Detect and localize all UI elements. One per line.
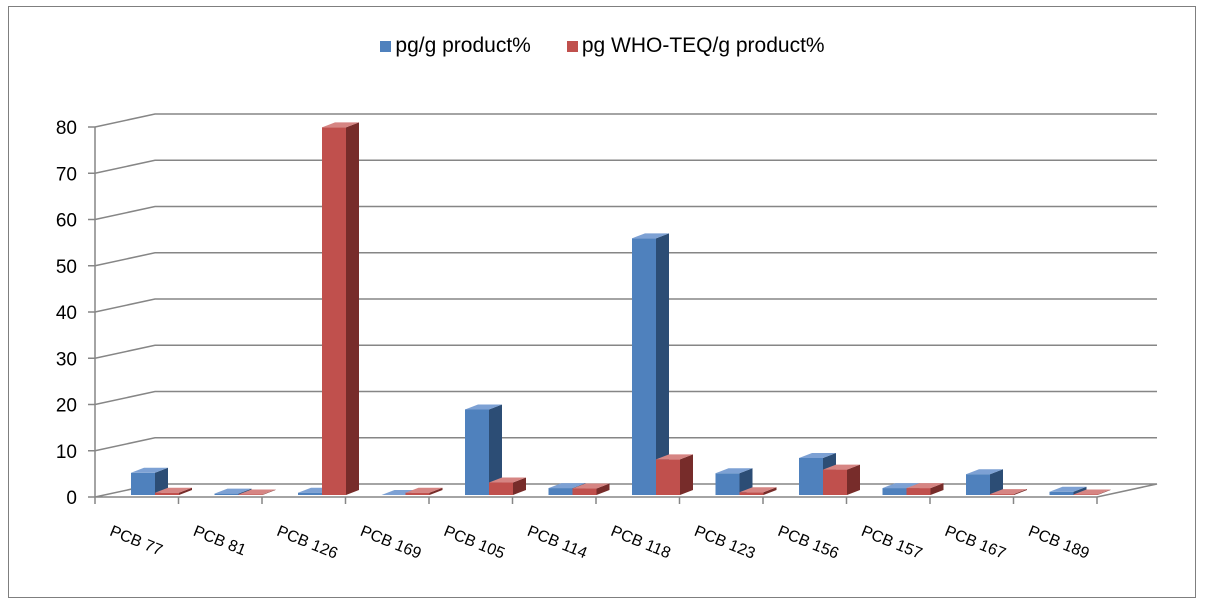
gridline (94, 205, 1157, 221)
gridline (94, 252, 1157, 267)
bar-series-1 (131, 472, 155, 495)
bar-series-1-top (799, 453, 836, 458)
bar-series-2-side (930, 483, 944, 495)
y-tick-label: 10 (56, 442, 77, 463)
bar-series-1-top (715, 468, 753, 474)
bar-series-1-top (131, 467, 168, 473)
bar-series-1 (966, 474, 990, 495)
bar-series-1 (1049, 491, 1074, 495)
x-tick-label: PCB 77 (107, 523, 165, 559)
legend-item-series-1: pg/g product% (380, 34, 531, 58)
bar-series-2-side (179, 487, 192, 495)
bar-series-1 (632, 238, 656, 495)
gridline (94, 437, 1157, 452)
bar-series-2-top (990, 489, 1027, 495)
bar-series-1-top (548, 483, 586, 489)
x-tick-label: PCB 156 (775, 523, 841, 563)
bar-series-1 (298, 492, 322, 495)
bar-series-1-side (739, 468, 753, 495)
bar-series-2-top (572, 483, 610, 489)
bar-series-1 (715, 473, 740, 495)
bar-series-1-top (1049, 486, 1087, 492)
bar-series-2-top (489, 477, 526, 483)
bar-series-1-top (465, 404, 502, 410)
bar-series-2-side (262, 489, 276, 495)
legend-item-series-2: pg WHO-TEQ/g product% (566, 34, 825, 58)
x-tick-label: PCB 126 (274, 523, 340, 563)
bar-series-1-top (882, 483, 920, 489)
y-tick-label: 60 (56, 211, 77, 232)
bar-series-1-top (632, 233, 669, 239)
bar-series-1 (214, 493, 239, 495)
bar-series-2-side (596, 483, 610, 495)
bar-series-2 (990, 494, 1014, 495)
bar-series-1-side (1073, 486, 1087, 495)
gridline (94, 298, 1157, 313)
bar-series-1 (882, 488, 907, 495)
bar-series-2-side (847, 464, 860, 495)
bar-series-2 (572, 488, 597, 495)
bar-series-2-top (1073, 489, 1111, 495)
gridline (94, 390, 1157, 406)
bar-series-2-side (763, 487, 777, 495)
x-tick-label: PCB 114 (525, 523, 590, 562)
x-tick-label: PCB 105 (441, 523, 507, 563)
bar-series-2 (823, 469, 847, 495)
bar-series-2-top (155, 487, 192, 493)
legend-label-series-2: pg WHO-TEQ/g product% (581, 34, 825, 57)
bar-series-1-side (155, 467, 168, 495)
bar-series-2-top (405, 487, 443, 493)
bar-series-1 (548, 488, 573, 495)
gridline (94, 113, 1157, 128)
x-tick-label: PCB 189 (1026, 523, 1092, 563)
bar-series-1-side (990, 469, 1003, 495)
gridline (94, 159, 1157, 174)
bar-series-2-top (739, 487, 777, 493)
x-tick-label: PCB 118 (608, 523, 673, 562)
bar-series-2 (322, 127, 346, 495)
legend: pg/g product% pg WHO-TEQ/g product% (0, 34, 1205, 58)
bar-series-2-side (346, 122, 359, 495)
bar-series-2-side (429, 487, 443, 495)
legend-swatch-series-2 (566, 40, 578, 52)
x-tick-label: PCB 123 (692, 523, 758, 563)
x-tick-label: PCB 169 (358, 523, 424, 563)
y-tick-label: 80 (56, 118, 77, 139)
bar-series-2-side (1014, 489, 1027, 495)
y-tick-label: 0 (66, 488, 77, 509)
bar-series-1-top (214, 488, 252, 494)
y-tick-label: 70 (56, 164, 77, 185)
gridline (94, 344, 1157, 359)
bar-series-2-top (238, 489, 276, 495)
bar-series-2 (656, 459, 680, 495)
y-tick-label: 40 (56, 303, 77, 324)
bar-series-2-top (656, 454, 693, 460)
chart-frame (8, 6, 1196, 598)
bar-series-2 (906, 488, 931, 495)
bar-series-2-top (823, 464, 860, 470)
legend-swatch-series-1 (380, 40, 392, 52)
bar-series-2 (405, 492, 430, 495)
bar-series-2-side (680, 454, 693, 495)
bar-series-2-top (906, 483, 944, 489)
x-tick-label: PCB 167 (942, 523, 1008, 563)
bar-series-2 (739, 492, 764, 495)
bar-series-2-side (1097, 489, 1111, 495)
bar-series-2-top (322, 122, 359, 128)
x-tick-label: PCB 157 (859, 523, 925, 563)
bar-series-2 (155, 492, 179, 495)
x-tick-label: PCB 81 (191, 523, 249, 559)
bar-series-1 (465, 409, 489, 495)
bar-series-1-top (966, 469, 1003, 475)
y-tick-label: 50 (56, 257, 77, 278)
bar-series-1 (799, 458, 823, 495)
y-tick-label: 20 (56, 396, 77, 417)
bar-series-2-side (513, 477, 526, 495)
bar-series-1-side (656, 233, 669, 495)
bar-series-1-side (489, 404, 502, 495)
legend-label-series-1: pg/g product% (395, 34, 531, 57)
y-tick-label: 30 (56, 349, 77, 370)
bar-series-2 (489, 482, 513, 495)
